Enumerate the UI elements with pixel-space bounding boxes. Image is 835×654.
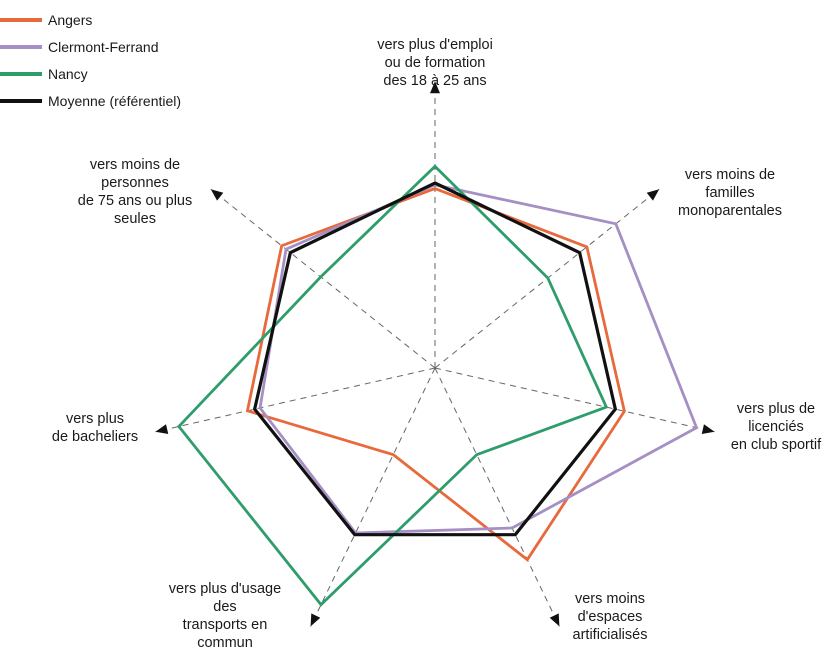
axis-arrowhead	[310, 613, 321, 627]
axis-label-personnes-seules: vers moins de personnes de 75 ans ou plu…	[45, 156, 225, 228]
axis-label-line: ou de formation	[384, 55, 486, 71]
axis-label-line: familles	[705, 185, 755, 201]
axis-label-line: seules	[114, 211, 156, 227]
axis-label-line: de bacheliers	[51, 429, 139, 445]
axis-label-bacheliers: vers plus de bacheliers	[30, 410, 160, 446]
axis-label-line: artificialisés	[572, 627, 648, 643]
axis-label-line: commun	[197, 635, 253, 651]
axis-label-line: personnes	[101, 175, 169, 191]
axis-label-transports-commun: vers plus d'usage des transports en comm…	[150, 580, 300, 652]
axis-label-line: d'espaces	[577, 609, 643, 625]
legend-item-clermont-ferrand: Clermont-Ferrand	[0, 33, 181, 60]
axis-label-line: licenciés	[748, 419, 804, 435]
legend-swatch	[0, 71, 42, 76]
axis-line	[310, 367, 436, 627]
axis-label-licencies: vers plus de licenciés en club sportif	[717, 400, 835, 454]
legend-label: Angers	[48, 11, 93, 28]
legend-item-angers: Angers	[0, 6, 181, 33]
axis-label-line: monoparentales	[678, 203, 782, 219]
axis-label-line: vers plus d'emploi	[377, 37, 493, 53]
axis-arrowhead	[549, 613, 560, 627]
legend-item-nancy: Nancy	[0, 60, 181, 87]
series-line-nancy	[177, 164, 609, 607]
legend: Angers Clermont-Ferrand Nancy Moyenne (r…	[0, 6, 181, 114]
legend-label: Nancy	[48, 65, 88, 82]
axes-layer	[155, 81, 715, 627]
axis-line	[434, 367, 560, 627]
axis-label-line: de 75 ans ou plus	[77, 193, 193, 209]
axis-label-line: vers plus de	[736, 401, 816, 417]
axis-label-line: vers plus	[65, 411, 125, 427]
legend-swatch	[0, 17, 42, 22]
axis-label-familles-monoparentales: vers moins de familles monoparentales	[640, 166, 820, 220]
axis-line	[434, 367, 715, 433]
series-line-angers	[245, 187, 626, 562]
axis-label-emploi-formation: vers plus d'emploi ou de formation des 1…	[340, 36, 530, 90]
axis-label-line: en club sportif	[730, 437, 822, 453]
axis-label-line: vers moins de	[684, 167, 776, 183]
axis-arrowhead	[646, 189, 660, 201]
legend-swatch	[0, 98, 42, 103]
axis-label-espaces-artificialises: vers moins d'espaces artificialisés	[550, 590, 670, 644]
series-line-moyenne-r-f-rentiel	[252, 181, 618, 537]
legend-item-moyenne: Moyenne (référentiel)	[0, 87, 181, 114]
axis-label-line: vers moins de	[89, 157, 181, 173]
axis-label-line: des	[213, 599, 237, 615]
legend-label: Clermont-Ferrand	[48, 38, 159, 55]
axis-arrowhead	[430, 81, 440, 94]
axis-label-line: vers plus d'usage	[168, 581, 282, 597]
legend-swatch	[0, 44, 42, 49]
series-layer	[177, 164, 699, 607]
axis-label-line: transports en	[182, 617, 268, 633]
axis-line	[155, 367, 436, 433]
axis-label-line: des 18 à 25 ans	[383, 73, 487, 89]
axis-arrowhead	[155, 424, 169, 435]
legend-label: Moyenne (référentiel)	[48, 92, 182, 109]
axis-arrowhead	[210, 189, 224, 201]
series-line-clermont-ferrand	[258, 183, 699, 535]
axis-line	[210, 188, 436, 369]
axis-label-line: vers moins	[574, 591, 646, 607]
axis-arrowhead	[701, 424, 715, 435]
